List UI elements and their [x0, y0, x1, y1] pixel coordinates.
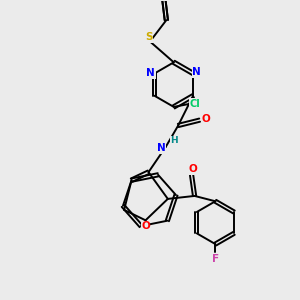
Text: O: O: [201, 114, 210, 124]
Text: O: O: [189, 164, 197, 174]
Text: N: N: [157, 143, 166, 153]
Text: O: O: [141, 221, 150, 231]
Text: S: S: [145, 32, 152, 42]
Text: H: H: [170, 136, 178, 146]
Text: N: N: [192, 67, 201, 77]
Text: F: F: [212, 254, 219, 264]
Text: N: N: [146, 68, 155, 79]
Text: Cl: Cl: [189, 99, 200, 109]
